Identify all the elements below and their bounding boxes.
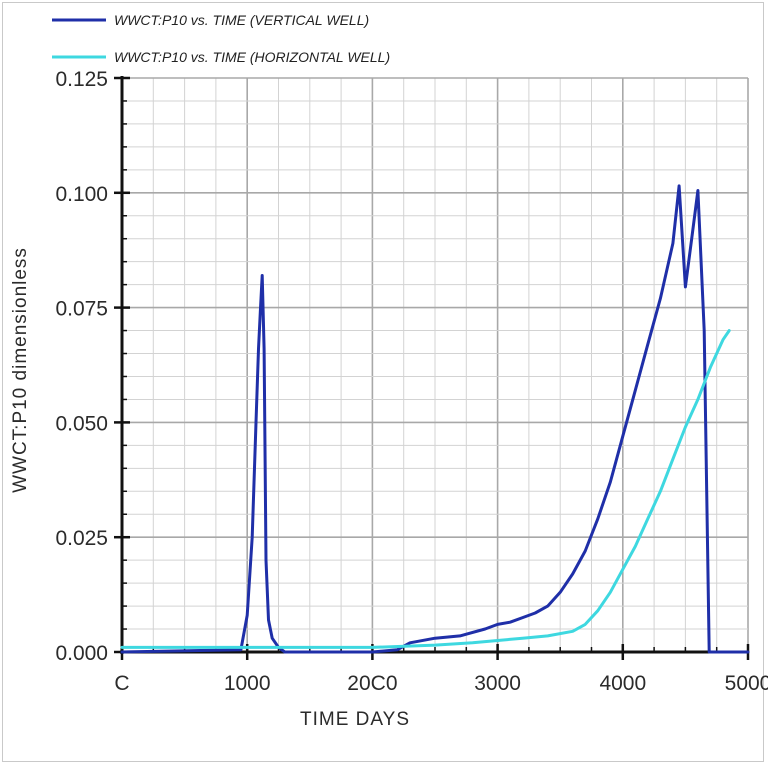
y-axis-ticks: 0.000 0.025 0.050 0.075 0.100 0.125 <box>55 68 130 665</box>
legend-label-1: WWCT:P10 vs. TIME (VERTICAL WELL) <box>114 12 369 28</box>
series-lines <box>120 184 750 654</box>
y-tick-label: 0.075 <box>55 298 108 321</box>
grid-lines <box>121 77 749 653</box>
legend: WWCT:P10 vs. TIME (VERTICAL WELL) WWCT:P1… <box>52 12 390 65</box>
x-tick-label: 20C0 <box>347 672 397 695</box>
series-line-1 <box>120 184 750 654</box>
x-tick-label: 3000 <box>474 672 521 695</box>
y-axis-title: WWCT:P10 dimensionless <box>10 247 31 493</box>
x-axis-ticks: C 1000 20C0 3000 4000 5000 <box>114 644 768 695</box>
legend-label-2: WWCT:P10 vs. TIME (HORIZONTAL WELL) <box>114 49 390 65</box>
x-axis-title: TIME DAYS <box>300 709 410 730</box>
y-tick-label: 0.050 <box>55 412 108 435</box>
axes <box>120 76 748 654</box>
x-tick-label: C <box>114 672 129 695</box>
y-tick-label: 0.125 <box>55 68 108 91</box>
x-tick-label: 4000 <box>599 672 646 695</box>
y-tick-label: 0.000 <box>55 642 108 665</box>
y-tick-label: 0.025 <box>55 527 108 550</box>
x-tick-label: 1000 <box>224 672 271 695</box>
y-tick-label: 0.100 <box>55 183 108 206</box>
series-line-2 <box>120 329 731 649</box>
x-tick-label: 5000 <box>725 672 768 695</box>
